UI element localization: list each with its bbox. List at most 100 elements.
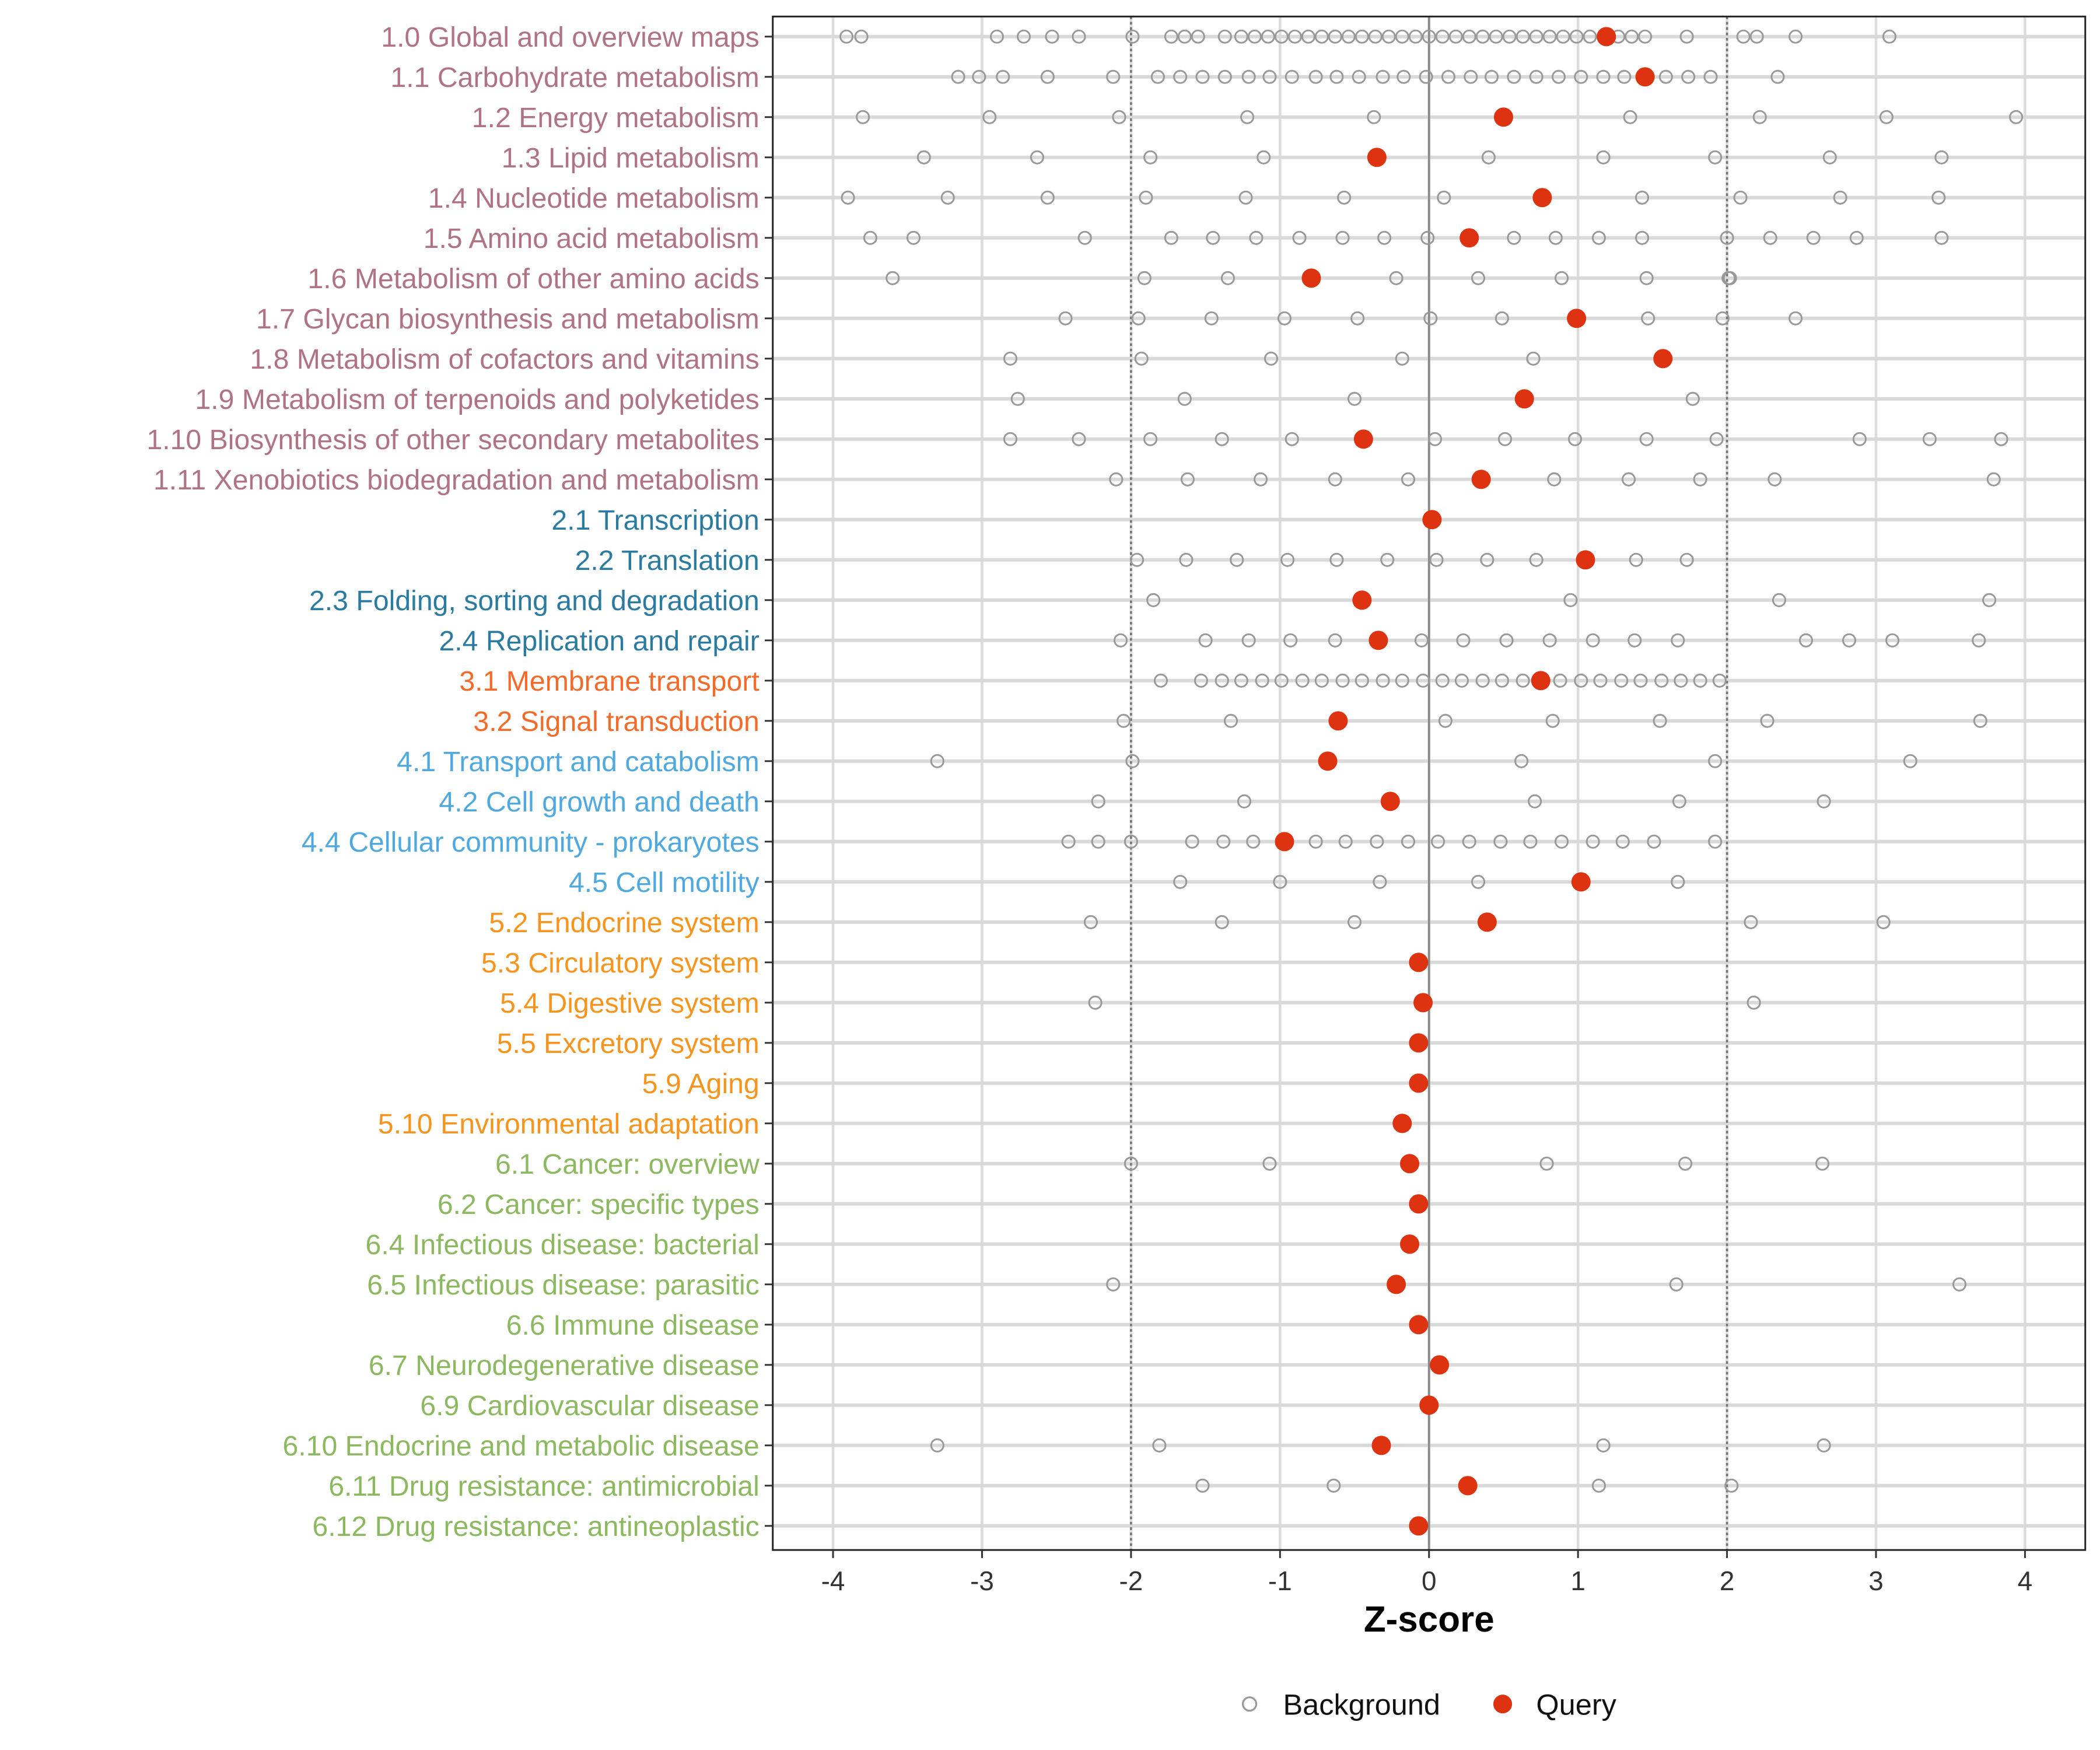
category-label: 6.11 Drug resistance: antimicrobial: [328, 1471, 760, 1502]
query-point: [1409, 953, 1429, 972]
background-point: [1593, 673, 1608, 688]
background-point: [1879, 110, 1894, 124]
background-point: [1185, 834, 1199, 849]
query-point: [1371, 1436, 1391, 1455]
category-label: 4.5 Cell motility: [569, 867, 760, 898]
background-point: [1709, 432, 1724, 446]
background-point: [1685, 391, 1700, 406]
background-point: [1435, 673, 1450, 688]
category-label: 6.7 Neurodegenerative disease: [369, 1350, 760, 1381]
background-point: [1931, 190, 1946, 205]
background-point: [1335, 673, 1350, 688]
background-point: [1693, 673, 1707, 688]
background-point: [1744, 915, 1758, 929]
background-point: [1420, 230, 1435, 245]
background-point: [1220, 271, 1235, 285]
background-point: [1464, 69, 1478, 84]
background-point: [1833, 190, 1847, 205]
background-point: [1152, 1438, 1167, 1452]
background-point: [1596, 1438, 1611, 1452]
background-point: [1247, 29, 1262, 44]
background-point: [1045, 29, 1059, 44]
background-point: [1586, 633, 1600, 648]
background-point: [1822, 150, 1837, 164]
background-point: [1061, 834, 1076, 849]
category-label: 6.10 Endocrine and metabolic disease: [282, 1430, 759, 1462]
background-point: [854, 29, 869, 44]
background-point: [1768, 472, 1782, 487]
background-point: [1507, 230, 1521, 245]
background-point: [1234, 29, 1248, 44]
query-point: [1409, 1073, 1429, 1093]
background-point: [1240, 110, 1255, 124]
background-point: [1261, 29, 1275, 44]
background-point: [916, 150, 931, 164]
category-label: 1.5 Amino acid metabolism: [424, 223, 760, 254]
background-point: [1760, 713, 1774, 728]
background-point: [1934, 150, 1949, 164]
background-point: [1274, 673, 1289, 688]
category-label: 1.1 Carbohydrate metabolism: [390, 62, 759, 93]
query-point: [1328, 711, 1348, 731]
query-point: [1567, 309, 1587, 328]
background-point: [1347, 915, 1362, 929]
background-point: [863, 230, 877, 245]
background-point: [1982, 593, 1997, 607]
background-point: [886, 271, 900, 285]
background-point: [839, 29, 854, 44]
background-point: [1882, 29, 1897, 44]
background-point: [1435, 29, 1450, 44]
background-point: [1681, 69, 1696, 84]
background-point: [1817, 794, 1831, 808]
background-point: [1109, 472, 1124, 487]
background-point: [1551, 69, 1566, 84]
background-point: [1040, 69, 1055, 84]
background-point: [1539, 1156, 1554, 1171]
background-point: [1124, 1156, 1138, 1171]
background-point: [1625, 29, 1639, 44]
background-point: [1179, 552, 1194, 567]
background-point: [1437, 190, 1451, 205]
query-point: [1301, 268, 1321, 288]
category-label: 1.11 Xenobiotics biodegradation and meta…: [153, 464, 760, 496]
background-point: [1177, 29, 1192, 44]
background-point: [989, 29, 1005, 44]
background-point: [1194, 673, 1209, 688]
background-point: [1569, 29, 1584, 44]
background-point: [1381, 29, 1396, 44]
background-point: [1326, 1478, 1341, 1493]
background-point: [1431, 834, 1446, 849]
x-tick-label: 3: [1868, 1566, 1884, 1596]
background-point: [1389, 271, 1404, 285]
category-label: 6.4 Infectious disease: bacterial: [366, 1229, 760, 1261]
background-point: [1614, 673, 1629, 688]
background-point: [1529, 69, 1544, 84]
background-point: [1338, 834, 1353, 849]
background-point: [1502, 29, 1517, 44]
category-label: 4.2 Cell growth and death: [439, 786, 759, 818]
category-label: 1.2 Energy metabolism: [472, 102, 760, 134]
background-point: [1986, 472, 2001, 487]
query-point: [1413, 993, 1433, 1013]
background-point: [1195, 69, 1210, 84]
background-point: [1255, 673, 1269, 688]
background-point: [1112, 110, 1126, 124]
category-label: 6.6 Immune disease: [506, 1310, 760, 1341]
background-point: [1091, 794, 1105, 808]
background-point: [1583, 29, 1597, 44]
background-point: [1507, 69, 1521, 84]
background-point: [1806, 230, 1821, 245]
query-point: [1400, 1234, 1420, 1254]
background-point: [1629, 552, 1643, 567]
background-point: [1164, 230, 1178, 245]
background-point: [1217, 29, 1232, 44]
background-point: [1198, 633, 1213, 648]
background-point: [1815, 1156, 1830, 1171]
background-point: [1401, 472, 1416, 487]
background-point: [1308, 69, 1323, 84]
background-point: [1241, 633, 1256, 648]
x-tick-label: 1: [1570, 1566, 1586, 1596]
background-point: [1377, 230, 1392, 245]
query-point: [1352, 590, 1372, 610]
query-point: [1571, 872, 1591, 892]
